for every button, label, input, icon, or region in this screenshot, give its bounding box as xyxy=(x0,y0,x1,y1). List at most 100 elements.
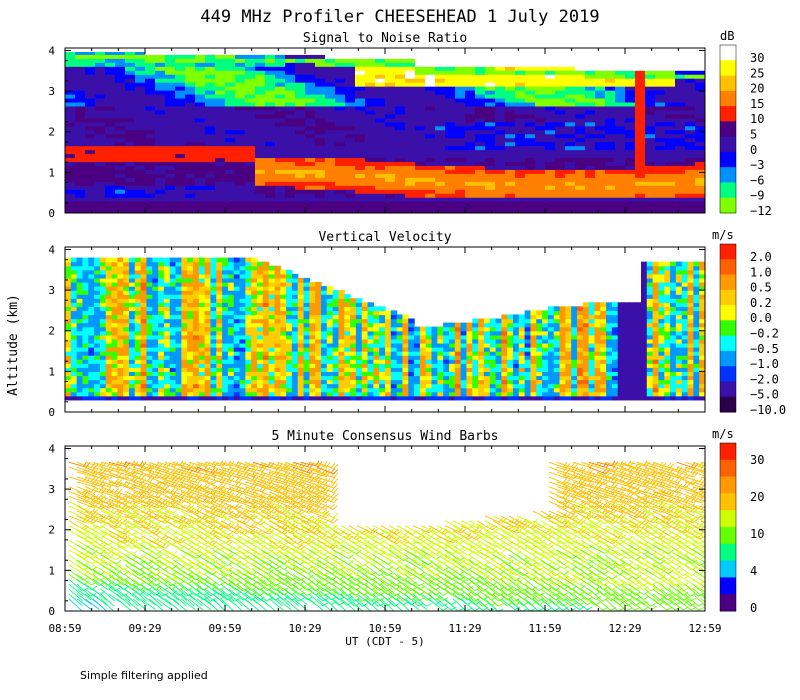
snr-cell xyxy=(355,66,366,71)
snr-cell xyxy=(595,82,606,87)
velocity-cell xyxy=(152,265,159,271)
snr-cell xyxy=(225,97,236,103)
snr-cell xyxy=(395,54,406,59)
velocity-cell xyxy=(396,330,404,336)
velocity-cell xyxy=(530,355,537,360)
velocity-cell xyxy=(175,286,182,291)
snr-cell xyxy=(585,133,596,139)
velocity-cell xyxy=(245,379,252,385)
velocity-cell xyxy=(198,379,206,385)
snr-cell xyxy=(365,50,376,55)
velocity-cell xyxy=(140,375,148,381)
velocity-cell xyxy=(280,286,287,291)
velocity-cell xyxy=(111,269,118,275)
snr-cell xyxy=(105,94,116,99)
snr-cell xyxy=(555,153,566,159)
velocity-cell xyxy=(65,294,72,299)
velocity-cell xyxy=(321,318,328,324)
snr-cell xyxy=(515,97,526,103)
velocity-cell xyxy=(117,371,124,377)
snr-cell xyxy=(435,173,446,178)
velocity-cell xyxy=(216,334,223,340)
snr-cell xyxy=(445,129,456,135)
snr-cell xyxy=(135,141,146,147)
velocity-cell xyxy=(355,326,363,332)
velocity-cell xyxy=(111,286,118,291)
velocity-cell xyxy=(414,355,421,360)
velocity-cell xyxy=(152,367,159,372)
velocity-cell xyxy=(274,269,281,275)
velocity-cell xyxy=(530,371,537,377)
velocity-cell xyxy=(251,277,258,283)
snr-cell xyxy=(315,109,326,115)
snr-cell xyxy=(565,105,576,111)
velocity-cell xyxy=(222,387,229,393)
snr-cell xyxy=(585,117,596,123)
snr-cell xyxy=(325,97,336,103)
velocity-cell xyxy=(553,367,561,372)
velocity-cell xyxy=(268,281,276,287)
snr-cell xyxy=(215,137,226,143)
snr-cell xyxy=(345,86,356,91)
snr-cell xyxy=(385,133,396,139)
snr-cell xyxy=(405,197,416,202)
velocity-cell xyxy=(158,322,165,328)
snr-cell xyxy=(355,86,366,91)
snr-cell xyxy=(195,109,206,115)
velocity-cell xyxy=(76,322,84,328)
velocity-cell xyxy=(437,375,444,381)
velocity-cell xyxy=(82,261,89,267)
snr-cell xyxy=(525,177,536,182)
snr-cell xyxy=(155,109,166,115)
velocity-cell xyxy=(449,351,456,356)
snr-cell xyxy=(125,86,136,91)
snr-cell xyxy=(515,70,526,75)
snr-cell xyxy=(475,145,486,151)
snr-cell xyxy=(315,189,326,194)
velocity-cell xyxy=(129,383,136,389)
velocity-cell xyxy=(210,310,217,316)
snr-cell xyxy=(405,74,416,79)
snr-cell xyxy=(535,90,546,95)
snr-cell xyxy=(285,165,296,170)
snr-cell xyxy=(545,66,556,71)
velocity-cell xyxy=(530,383,537,389)
velocity-cell xyxy=(396,334,404,340)
snr-cell xyxy=(65,181,76,186)
snr-cell xyxy=(525,157,536,163)
velocity-cell xyxy=(466,383,473,389)
snr-cell xyxy=(125,94,136,99)
snr-cell xyxy=(405,169,416,174)
velocity-cell xyxy=(140,257,148,263)
snr-cell xyxy=(465,121,476,127)
snr-cell xyxy=(425,101,436,107)
velocity-cell xyxy=(210,290,217,295)
snr-cell xyxy=(425,165,436,170)
snr-cell xyxy=(135,78,146,83)
snr-cell xyxy=(445,90,456,95)
velocity-cell xyxy=(198,367,206,372)
snr-cell xyxy=(385,82,396,87)
velocity-cell xyxy=(466,387,473,393)
velocity-cell xyxy=(94,314,101,320)
snr-cell xyxy=(475,94,486,99)
velocity-cell xyxy=(99,306,107,312)
snr-cell xyxy=(615,101,626,107)
snr-cell xyxy=(345,125,356,131)
velocity-cell xyxy=(251,375,258,381)
velocity-cell xyxy=(326,306,334,312)
snr-cell xyxy=(335,185,346,190)
velocity-cell xyxy=(425,367,433,372)
snr-cell xyxy=(275,129,286,135)
velocity-cell xyxy=(390,359,398,364)
velocity-cell xyxy=(274,277,281,283)
snr-cell xyxy=(545,189,556,194)
velocity-cell xyxy=(175,269,182,275)
snr-cell xyxy=(235,181,246,186)
snr-cell xyxy=(95,78,106,83)
colorbar-label: −6 xyxy=(750,173,764,187)
snr-cell xyxy=(675,177,686,182)
snr-cell xyxy=(325,121,336,127)
snr-cell xyxy=(205,101,216,107)
velocity-cell xyxy=(419,379,427,385)
